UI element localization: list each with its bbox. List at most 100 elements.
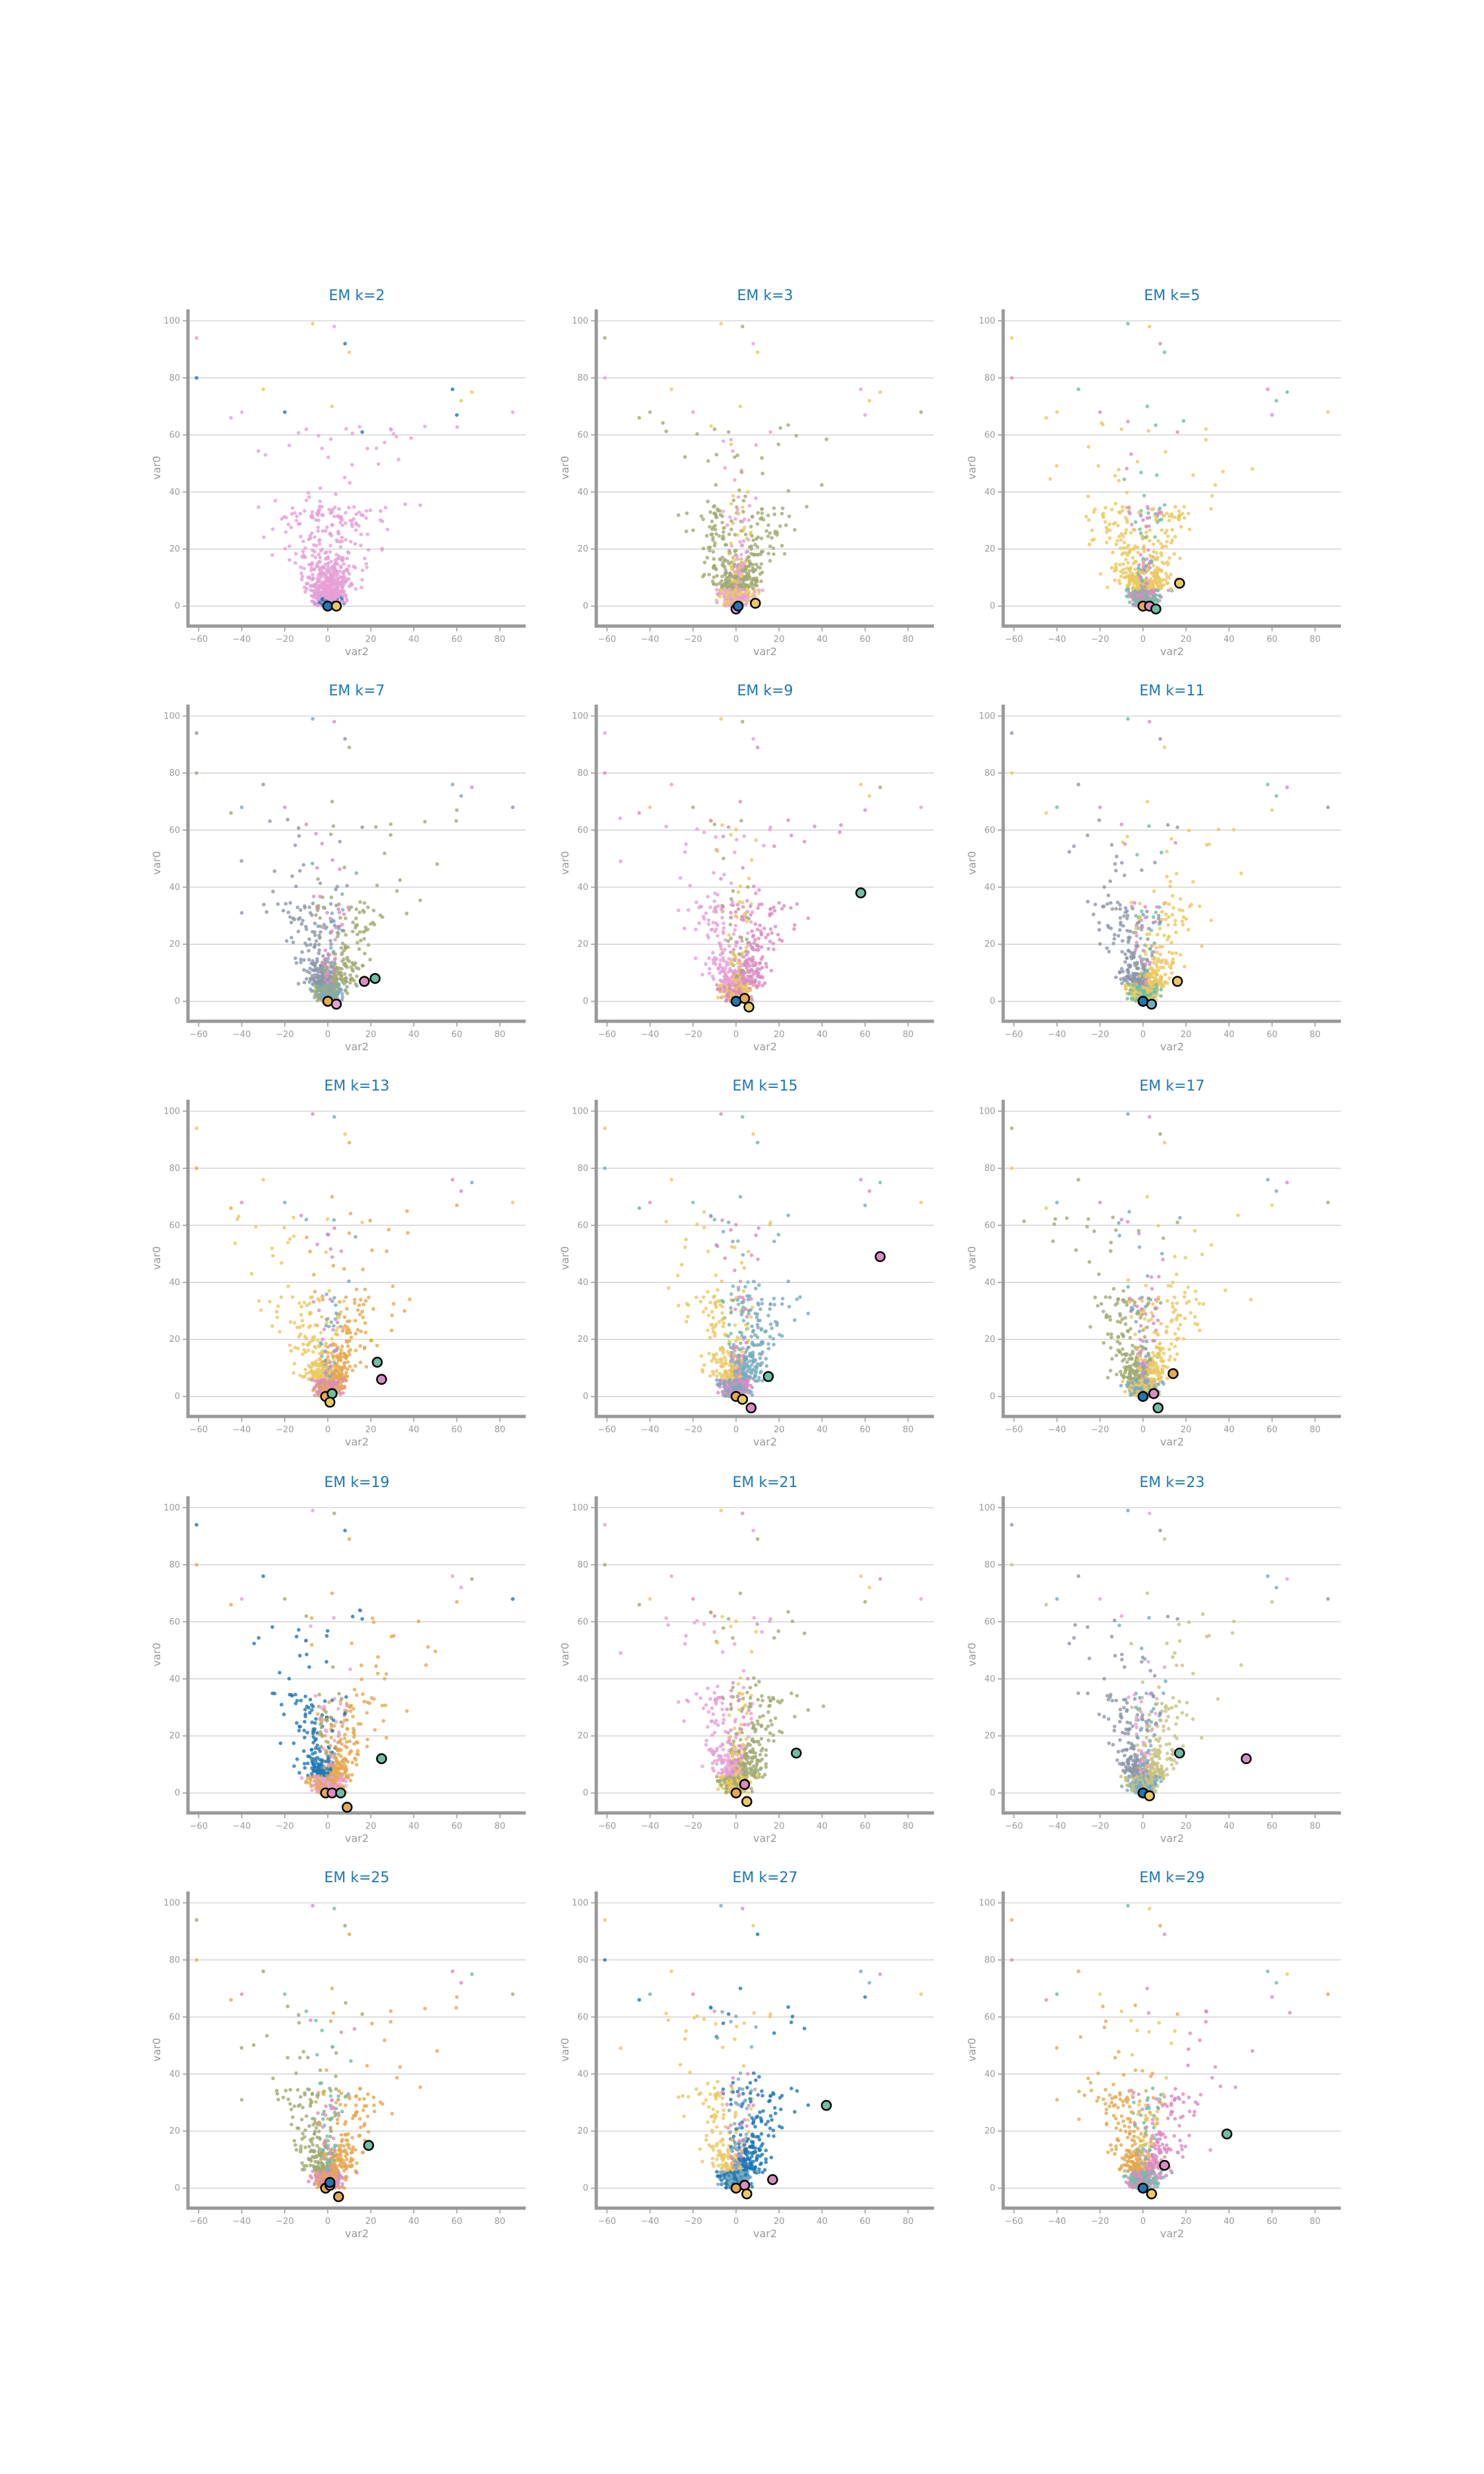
data-point [311,977,316,981]
data-point [362,937,366,941]
outlier-point [470,390,474,395]
y-tick-label: 80 [577,769,588,778]
subplot-title: EM k=5 [1144,288,1200,304]
data-point [315,1242,319,1246]
data-point [731,556,735,560]
y-tick-label: 40 [169,1278,180,1288]
data-point [619,859,623,864]
data-point [1125,968,1130,972]
data-point [753,583,758,587]
data-point [1121,571,1125,575]
data-point [355,974,359,978]
data-point [290,936,294,939]
data-point [1116,934,1121,938]
x-tick-label: 40 [817,1030,828,1040]
data-point [308,1250,312,1253]
data-point [1152,949,1156,954]
data-point [1126,420,1130,424]
data-point [352,564,356,569]
data-point [326,988,330,992]
data-point [1165,560,1169,564]
data-point [357,510,361,515]
data-point [1136,986,1141,990]
data-point [1141,965,1146,969]
data-point [1125,546,1128,550]
data-point [328,531,332,536]
data-point [1113,501,1118,506]
data-point [368,1219,372,1222]
data-point [747,943,751,947]
subplot-title: EM k=13 [324,1078,389,1094]
outlier-point [1274,794,1278,798]
y-tick-label: 100 [979,711,995,721]
data-point [321,976,325,980]
x-tick-label: −20 [1091,635,1109,645]
outlier-point [195,336,199,340]
x-tick-label: 20 [365,1030,377,1040]
data-point [312,589,316,593]
data-point [342,562,346,566]
axis-spine [186,309,526,628]
data-point [712,544,717,548]
data-point [762,981,767,985]
data-point [1169,971,1174,975]
data-point [319,591,323,595]
data-point [1097,818,1101,822]
data-point [741,499,746,503]
data-point [718,983,722,988]
data-point [1136,581,1140,585]
data-point [357,930,362,934]
data-point [733,924,738,928]
data-point [1187,829,1191,833]
data-point [721,994,726,999]
x-tick-label: 80 [1310,1030,1321,1040]
data-point [772,908,777,913]
data-point [336,927,341,931]
data-point [317,951,321,955]
data-point [318,988,323,992]
data-point [1125,528,1128,532]
data-point [714,483,718,487]
data-point [730,567,734,571]
data-point [739,982,743,987]
data-point [354,961,357,965]
data-point [778,937,782,941]
data-point [1147,561,1152,566]
data-point [317,433,321,438]
data-point [337,902,341,906]
y-axis-label: var0 [966,851,978,875]
outlier-point [311,716,315,721]
data-point [751,972,755,977]
data-point [712,871,716,875]
data-point [784,523,788,527]
data-point [1138,531,1143,535]
data-point [721,930,726,934]
data-point [735,915,739,919]
x-tick-label: −40 [1048,635,1066,645]
data-point [340,908,345,912]
data-point [345,1307,349,1311]
data-point [1149,555,1154,559]
data-point [739,470,744,474]
data-point [1148,947,1152,951]
data-point [1251,467,1254,471]
outlier-point [1010,336,1014,340]
data-point [316,578,321,583]
subplot-title: EM k=11 [1139,683,1204,699]
data-point [1134,990,1139,994]
data-point [350,462,354,467]
data-point [1118,916,1123,920]
data-point [313,933,317,937]
data-point [338,916,342,920]
data-point [1120,949,1125,954]
data-point [706,933,710,937]
data-point [749,530,753,534]
data-point [359,532,363,536]
data-point [722,856,726,860]
data-point [706,895,710,899]
data-point [317,559,321,564]
data-point [768,939,772,943]
data-point [1125,956,1129,961]
data-point [1125,916,1129,920]
data-point [270,527,275,531]
